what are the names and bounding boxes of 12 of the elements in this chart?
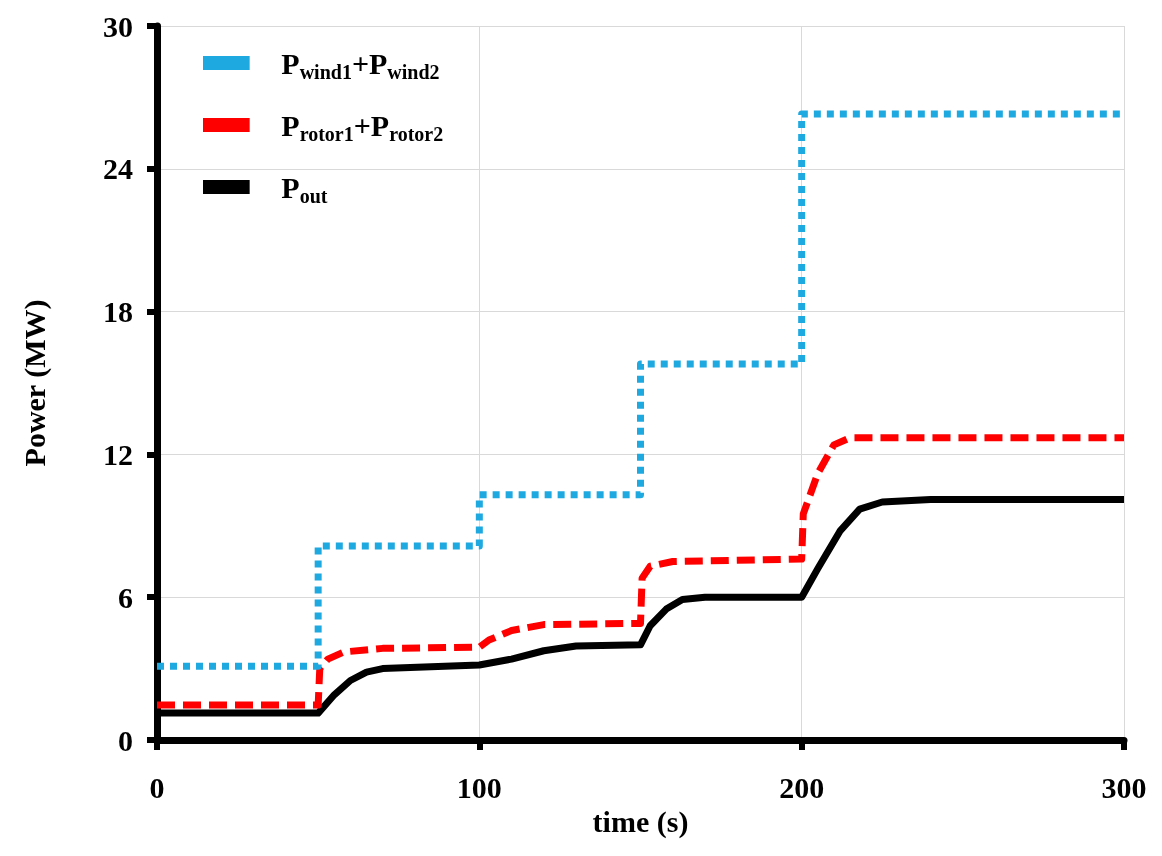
y-tick-label: 0 xyxy=(118,723,133,757)
x-axis-title: time (s) xyxy=(592,805,689,840)
y-tick-label: 18 xyxy=(103,295,133,329)
y-tick-label: 24 xyxy=(103,152,133,186)
y-axis-title: Power (MW) xyxy=(17,299,52,467)
y-tick-label: 30 xyxy=(103,9,133,43)
x-tick-label: 200 xyxy=(779,770,825,804)
y-tick-label: 6 xyxy=(118,580,133,614)
x-tick-label: 0 xyxy=(149,770,165,804)
x-tick-label: 300 xyxy=(1101,770,1147,804)
x-tick-label: 100 xyxy=(456,770,502,804)
y-tick-label: 12 xyxy=(103,437,133,471)
